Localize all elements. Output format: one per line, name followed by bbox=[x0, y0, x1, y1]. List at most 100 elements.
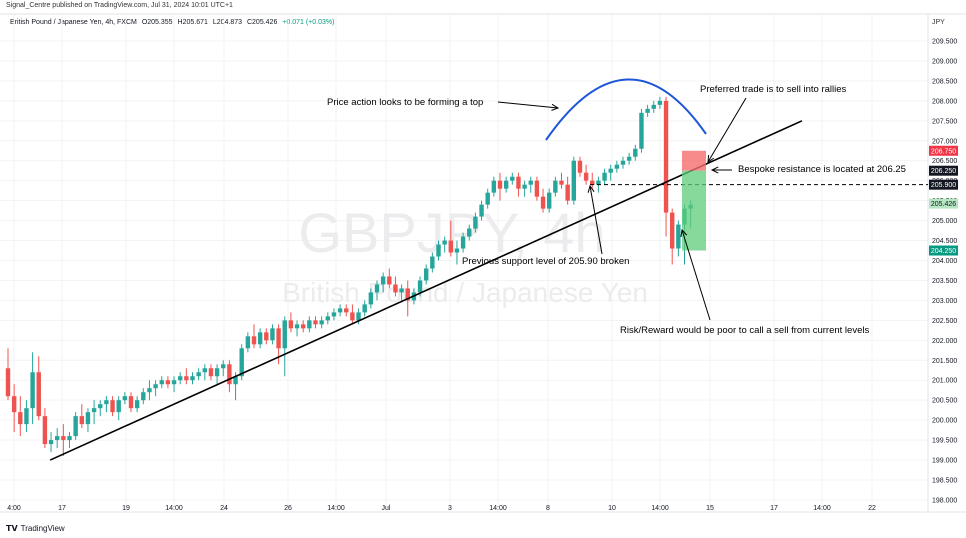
arrow-risk-reward-head bbox=[680, 228, 688, 237]
candle-body bbox=[110, 400, 115, 413]
candle-body bbox=[479, 204, 484, 217]
candle-body bbox=[374, 284, 380, 293]
candle-body bbox=[147, 388, 152, 393]
candle-body bbox=[405, 288, 410, 301]
candle-body bbox=[430, 256, 435, 269]
candle-body bbox=[42, 416, 48, 445]
candle-body bbox=[5, 368, 11, 397]
candle-body bbox=[577, 160, 583, 173]
candle-body bbox=[307, 320, 312, 329]
annotation-text: Price action looks to be forming a top bbox=[327, 97, 483, 108]
candle-body bbox=[571, 160, 576, 201]
candle-body bbox=[510, 176, 515, 181]
candle-body bbox=[467, 228, 472, 237]
candle-body bbox=[178, 376, 183, 381]
time-tick-label: 22 bbox=[868, 505, 876, 512]
price-axis: 209.500 209.000 208.500 208.000 207.500 207.0… bbox=[932, 39, 957, 505]
candle-body bbox=[645, 108, 650, 113]
price-tick-label: 200.500 bbox=[932, 398, 957, 405]
candle-body bbox=[98, 404, 103, 409]
candle-body bbox=[516, 176, 521, 189]
arrow-top-head bbox=[551, 103, 560, 111]
candle-body bbox=[602, 172, 607, 181]
arrow-sell-rallies bbox=[707, 97, 747, 163]
brand-label: TradingView bbox=[20, 524, 65, 533]
time-tick-label: 15 bbox=[706, 505, 714, 512]
candle-body bbox=[583, 172, 589, 181]
candle-body bbox=[319, 320, 324, 325]
price-tick-label: 208.000 bbox=[932, 98, 957, 105]
price-change: +0.071 (+0.03%) bbox=[282, 19, 335, 26]
candle-body bbox=[657, 100, 663, 105]
price-tag-label: 204.250 bbox=[931, 248, 956, 255]
price-tick-label: 198.500 bbox=[932, 478, 957, 485]
candle-body bbox=[104, 400, 109, 405]
price-tag-box bbox=[929, 145, 958, 156]
candle-body bbox=[553, 180, 558, 193]
candle-body bbox=[55, 436, 60, 441]
candle-body bbox=[36, 372, 41, 417]
candle-body bbox=[448, 240, 453, 253]
candle-body bbox=[239, 348, 244, 377]
top-arc bbox=[545, 78, 707, 141]
candle-body bbox=[534, 180, 540, 197]
price-tag-box bbox=[929, 179, 958, 190]
price-tick-label: 207.500 bbox=[932, 118, 957, 125]
candle-body bbox=[79, 416, 84, 425]
candle-body bbox=[48, 440, 54, 445]
annotation-text: Previous support level of 205.90 broken bbox=[462, 256, 629, 267]
candle-body bbox=[214, 368, 220, 377]
candle-body bbox=[202, 368, 207, 373]
candle-body bbox=[257, 332, 263, 345]
candle-body bbox=[331, 312, 337, 317]
candle-body bbox=[503, 180, 509, 189]
candlestick-series bbox=[5, 96, 693, 457]
ohlc-high: H205.671 bbox=[177, 19, 208, 26]
price-tick-label: 207.000 bbox=[932, 138, 957, 145]
price-tick-label: 201.500 bbox=[932, 358, 957, 365]
price-tag-label: 205.900 bbox=[931, 182, 956, 189]
price-tick-label: 200.000 bbox=[932, 418, 957, 425]
candle-body bbox=[153, 384, 158, 389]
candle-body bbox=[221, 364, 226, 369]
price-tick-label: 199.000 bbox=[932, 458, 957, 465]
candle-body bbox=[442, 240, 447, 245]
candle-body bbox=[196, 372, 201, 377]
time-tick-label: 10 bbox=[608, 505, 616, 512]
symbol-watermark: GBPJPY, 4h British Pound / Japanese Yen bbox=[282, 201, 648, 308]
arrow-support-broken bbox=[589, 185, 603, 255]
candle-body bbox=[633, 148, 638, 157]
price-tick-label: 209.500 bbox=[932, 39, 957, 46]
candle-body bbox=[134, 400, 140, 409]
candle-body bbox=[565, 184, 570, 201]
arrow-support-broken-head bbox=[587, 184, 595, 193]
candle-body bbox=[460, 236, 466, 249]
time-tick-label: 26 bbox=[284, 505, 292, 512]
time-axis: 4:00 17 19 14:00 24 26 14:00 Jul 3 14:00 8 10 14:00 1… bbox=[7, 505, 876, 512]
tradingview-brand[interactable]: 𝗧𝗩 TradingView bbox=[6, 524, 65, 533]
candle-body bbox=[626, 156, 632, 161]
candle-body bbox=[491, 180, 497, 193]
candle-body bbox=[30, 372, 35, 409]
price-tag-label: 206.250 bbox=[931, 168, 956, 175]
time-tick-label: Jul bbox=[382, 505, 391, 512]
candle-body bbox=[559, 180, 564, 185]
currency-label: JPY bbox=[932, 19, 945, 26]
watermark-name: British Pound / Japanese Yen bbox=[282, 277, 648, 308]
instrument-name: British Pound / Japanese Yen, 4h, FXCM bbox=[10, 19, 137, 26]
candle-body bbox=[417, 280, 423, 293]
ohlc-low: L204.873 bbox=[212, 19, 243, 26]
candle-body bbox=[18, 412, 23, 425]
candle-body bbox=[670, 212, 675, 249]
price-tick-label: 206.500 bbox=[932, 158, 957, 165]
candle-body bbox=[350, 312, 355, 321]
price-tick-label: 202.000 bbox=[932, 338, 957, 345]
candle-body bbox=[61, 436, 66, 441]
time-tick-label: 14:00 bbox=[489, 505, 507, 512]
time-tick-label: 14:00 bbox=[813, 505, 831, 512]
candle-body bbox=[528, 180, 533, 185]
annotation-text: Bespoke resistance is located at 206.25 bbox=[738, 164, 906, 175]
candle-body bbox=[233, 376, 238, 385]
candle-body bbox=[184, 376, 189, 381]
